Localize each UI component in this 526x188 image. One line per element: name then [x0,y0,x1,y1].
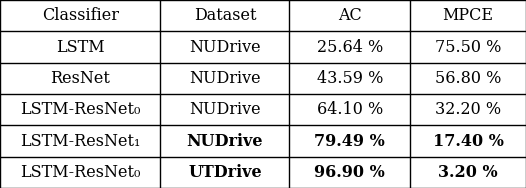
Text: 96.90 %: 96.90 % [315,164,385,181]
Text: 25.64 %: 25.64 % [317,39,383,55]
Text: 75.50 %: 75.50 % [435,39,501,55]
Text: LSTM: LSTM [56,39,105,55]
Text: 64.10 %: 64.10 % [317,101,383,118]
Text: 43.59 %: 43.59 % [317,70,383,87]
Text: ResNet: ResNet [50,70,110,87]
Text: UTDrive: UTDrive [188,164,261,181]
Text: Classifier: Classifier [42,7,119,24]
Text: 32.20 %: 32.20 % [435,101,501,118]
Text: NUDrive: NUDrive [189,101,261,118]
Text: LSTM-ResNet₁: LSTM-ResNet₁ [20,133,140,149]
Text: 17.40 %: 17.40 % [433,133,503,149]
Text: LSTM-ResNet₀: LSTM-ResNet₀ [20,164,140,181]
Text: MPCE: MPCE [443,7,493,24]
Text: NUDrive: NUDrive [189,70,261,87]
Text: Dataset: Dataset [194,7,256,24]
Text: 79.49 %: 79.49 % [315,133,385,149]
Text: NUDrive: NUDrive [189,39,261,55]
Text: NUDrive: NUDrive [187,133,263,149]
Text: AC: AC [338,7,362,24]
Text: LSTM-ResNet₀: LSTM-ResNet₀ [20,101,140,118]
Text: 56.80 %: 56.80 % [435,70,501,87]
Text: 3.20 %: 3.20 % [438,164,498,181]
